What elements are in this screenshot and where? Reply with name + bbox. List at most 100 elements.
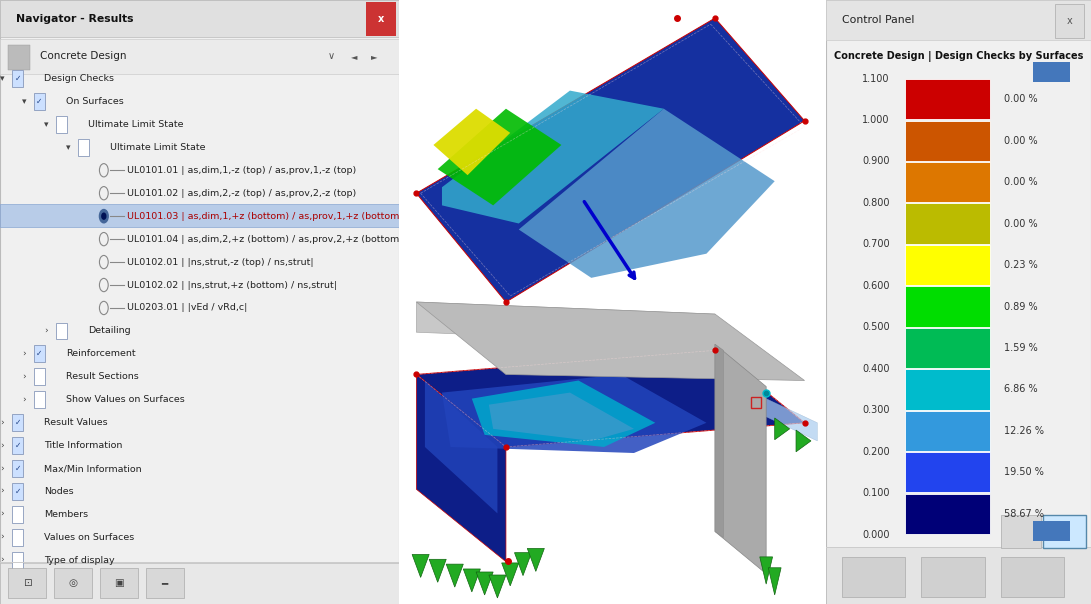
- Polygon shape: [433, 109, 511, 175]
- Text: 0.00 %: 0.00 %: [1004, 219, 1038, 229]
- Bar: [100, 568, 137, 598]
- Bar: [906, 245, 991, 285]
- Text: Detailing: Detailing: [88, 326, 131, 335]
- Bar: [906, 411, 991, 451]
- Polygon shape: [502, 563, 518, 586]
- Polygon shape: [489, 575, 506, 598]
- Polygon shape: [446, 564, 464, 587]
- Bar: [12, 460, 23, 477]
- Text: 19.50 %: 19.50 %: [1004, 467, 1043, 477]
- Polygon shape: [715, 344, 723, 538]
- Bar: [56, 323, 67, 339]
- Text: ›: ›: [0, 441, 3, 450]
- Text: Nodes: Nodes: [45, 487, 74, 496]
- Polygon shape: [766, 399, 817, 441]
- Bar: [56, 116, 67, 133]
- Text: ▾: ▾: [22, 97, 26, 106]
- Polygon shape: [417, 374, 506, 562]
- Polygon shape: [518, 109, 775, 278]
- Text: ›: ›: [0, 510, 3, 519]
- Polygon shape: [759, 557, 772, 584]
- Text: 1.100: 1.100: [862, 74, 889, 83]
- Text: UL0203.01 | |vEd / vRd,c|: UL0203.01 | |vEd / vRd,c|: [128, 303, 248, 312]
- Bar: [365, 2, 396, 36]
- Text: 0.400: 0.400: [862, 364, 889, 374]
- Text: Show Values on Surfaces: Show Values on Surfaces: [67, 395, 185, 404]
- Text: ▾: ▾: [65, 143, 70, 152]
- Text: ›: ›: [0, 418, 3, 427]
- Bar: [842, 557, 906, 597]
- Bar: [0, 0, 399, 37]
- Text: 0.700: 0.700: [862, 239, 889, 249]
- Text: On Surfaces: On Surfaces: [67, 97, 124, 106]
- Bar: [12, 70, 23, 87]
- Text: ◎: ◎: [69, 578, 77, 588]
- Polygon shape: [775, 418, 790, 440]
- Text: Navigator - Results: Navigator - Results: [16, 14, 133, 24]
- Text: ›: ›: [44, 326, 48, 335]
- Polygon shape: [464, 569, 480, 592]
- Polygon shape: [442, 91, 663, 223]
- Text: Reinforcement: Reinforcement: [67, 349, 136, 358]
- Text: Result Values: Result Values: [45, 418, 108, 427]
- Bar: [906, 452, 991, 492]
- Text: Control Panel: Control Panel: [842, 15, 914, 25]
- Bar: [906, 204, 991, 244]
- Bar: [1043, 515, 1086, 548]
- Bar: [53, 568, 92, 598]
- Text: ►: ►: [371, 52, 377, 60]
- Bar: [146, 568, 183, 598]
- Polygon shape: [715, 344, 766, 574]
- Text: 12.26 %: 12.26 %: [1004, 426, 1043, 436]
- Bar: [921, 557, 985, 597]
- Polygon shape: [476, 572, 493, 595]
- Polygon shape: [417, 302, 715, 344]
- Bar: [8, 45, 29, 70]
- Text: Concrete Design: Concrete Design: [40, 51, 127, 61]
- Text: ›: ›: [0, 464, 3, 473]
- Text: ›: ›: [0, 556, 3, 565]
- Text: Concrete Design | Design Checks by Surfaces: Concrete Design | Design Checks by Surfa…: [834, 51, 1083, 62]
- Text: ▾: ▾: [0, 74, 4, 83]
- Polygon shape: [429, 559, 446, 582]
- Text: ━: ━: [161, 578, 168, 588]
- Bar: [826, 547, 1091, 548]
- Bar: [1055, 4, 1084, 38]
- Text: 0.500: 0.500: [862, 323, 889, 332]
- Text: UL0101.03 | as,dim,1,+z (bottom) / as,prov,1,+z (bottom): UL0101.03 | as,dim,1,+z (bottom) / as,pr…: [128, 211, 404, 220]
- Text: UL0101.04 | as,dim,2,+z (bottom) / as,prov,2,+z (bottom): UL0101.04 | as,dim,2,+z (bottom) / as,pr…: [128, 234, 404, 243]
- Polygon shape: [417, 302, 804, 381]
- Polygon shape: [417, 18, 804, 302]
- Bar: [0, 562, 399, 563]
- Text: 0.89 %: 0.89 %: [1004, 301, 1038, 312]
- Bar: [34, 368, 45, 385]
- Bar: [1033, 521, 1070, 541]
- Text: 0.900: 0.900: [862, 156, 889, 167]
- Bar: [34, 345, 45, 362]
- Bar: [12, 483, 23, 500]
- Bar: [906, 328, 991, 368]
- Bar: [12, 529, 23, 546]
- Text: 58.67 %: 58.67 %: [1004, 509, 1043, 519]
- Text: Design Checks: Design Checks: [45, 74, 115, 83]
- Polygon shape: [768, 568, 781, 595]
- Bar: [906, 121, 991, 161]
- Bar: [826, 547, 1091, 604]
- Text: ✓: ✓: [14, 487, 21, 496]
- Text: 0.23 %: 0.23 %: [1004, 260, 1038, 270]
- Bar: [1000, 557, 1065, 597]
- Polygon shape: [527, 548, 544, 571]
- Bar: [906, 286, 991, 327]
- Polygon shape: [489, 393, 634, 441]
- Text: ›: ›: [0, 487, 3, 496]
- Text: Members: Members: [45, 510, 88, 519]
- Text: 0.00 %: 0.00 %: [1004, 136, 1038, 146]
- Text: ✓: ✓: [14, 74, 21, 83]
- Text: ✓: ✓: [14, 442, 21, 450]
- Text: 6.86 %: 6.86 %: [1004, 384, 1038, 394]
- Text: Ultimate Limit State: Ultimate Limit State: [110, 143, 206, 152]
- Text: 0.600: 0.600: [862, 281, 889, 291]
- Bar: [8, 568, 46, 598]
- Polygon shape: [424, 381, 497, 513]
- Polygon shape: [412, 554, 429, 577]
